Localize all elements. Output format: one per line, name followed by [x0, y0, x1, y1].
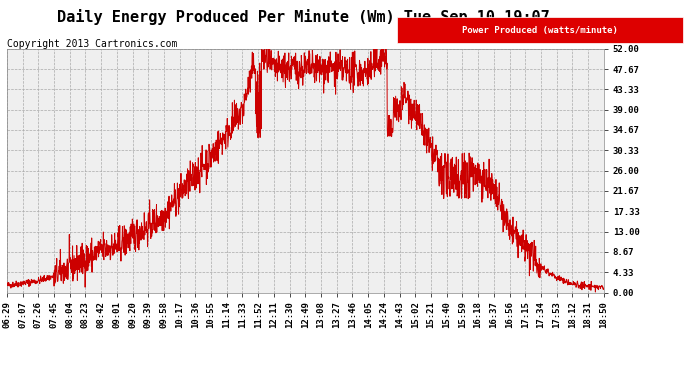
- Text: Daily Energy Produced Per Minute (Wm) Tue Sep 10 19:07: Daily Energy Produced Per Minute (Wm) Tu…: [57, 9, 550, 26]
- Text: Copyright 2013 Cartronics.com: Copyright 2013 Cartronics.com: [7, 39, 177, 50]
- Text: Power Produced (watts/minute): Power Produced (watts/minute): [462, 26, 618, 34]
